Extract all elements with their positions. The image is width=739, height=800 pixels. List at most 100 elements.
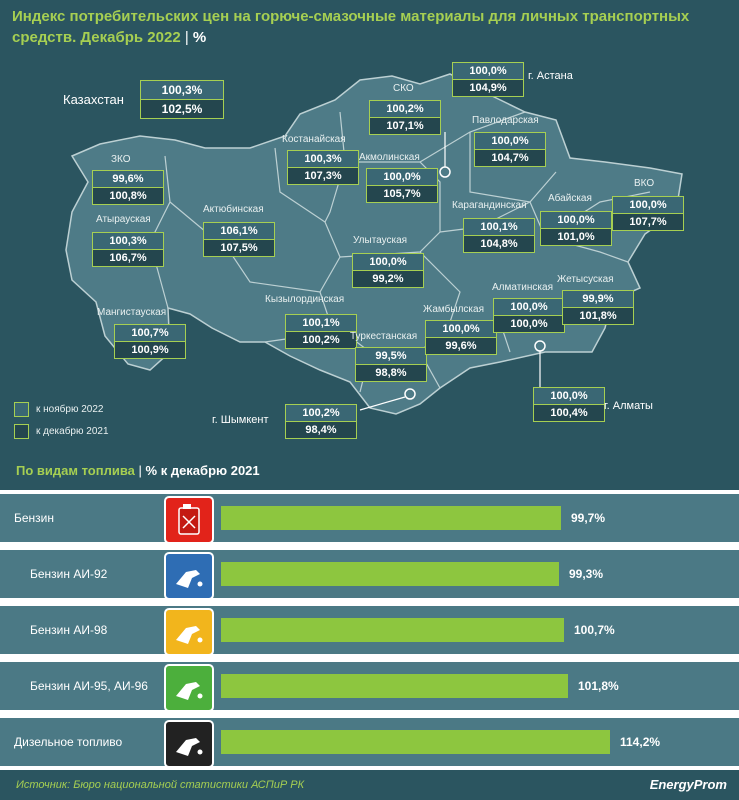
region-nov: 100,0% (426, 321, 496, 338)
region-values-almaty-obl: 100,0% 100,0% (493, 298, 565, 333)
page-title: Индекс потребительских цен на горюче-сма… (12, 6, 722, 48)
region-dec: 98,8% (356, 365, 426, 381)
region-values-zhetysu: 99,9% 101,8% (562, 290, 634, 325)
legend-swatch-nov (14, 402, 29, 417)
region-nov: 100,7% (115, 325, 185, 342)
region-dec: 104,7% (475, 150, 545, 166)
region-values-turkestan: 99,5% 98,8% (355, 347, 427, 382)
fuel-category-label: Дизельное топливо (14, 735, 123, 749)
city-nov: 100,0% (453, 63, 523, 80)
region-nov: 100,0% (541, 212, 611, 229)
region-dec: 101,0% (541, 229, 611, 245)
region-dec: 100,9% (115, 342, 185, 358)
region-label-zhambyl: Жамбылская (423, 304, 484, 315)
fuel-category-label: Бензин АИ-92 (30, 567, 108, 581)
region-values-aktobe: 106,1% 107,5% (203, 222, 275, 257)
region-label-karaganda: Карагандинская (452, 200, 527, 211)
region-dec: 104,8% (464, 236, 534, 252)
region-values-vko: 100,0% 107,7% (612, 196, 684, 231)
footer: Источник: Бюро национальной статистики А… (0, 771, 739, 800)
region-label-kostanay: Костанайская (282, 134, 346, 145)
shymkent-marker (404, 388, 416, 400)
region-dec: 99,2% (353, 271, 423, 287)
fuel-nozzle-icon (164, 720, 214, 768)
region-dec: 101,8% (563, 308, 633, 324)
city-label-astana: г. Астана (528, 70, 573, 82)
fuel-row: Бензин АИ-98 100,7% (0, 606, 739, 656)
region-values-atyrau: 100,3% 106,7% (92, 232, 164, 267)
region-label-zhetysu: Жетысуская (557, 274, 614, 285)
fuel-row: Дизельное топливо 114,2% (0, 718, 739, 768)
section-title: По видам топлива (16, 463, 135, 478)
fuel-canister-icon (164, 496, 214, 544)
region-nov: 100,0% (353, 254, 423, 271)
city-values-shymkent: 100,2% 98,4% (285, 404, 357, 439)
fuel-row: Бензин АИ-92 99,3% (0, 550, 739, 600)
fuel-value-label: 99,7% (571, 511, 606, 525)
source-note: Источник: Бюро национальной статистики А… (16, 779, 305, 791)
region-values-karaganda: 100,1% 104,8% (463, 218, 535, 253)
city-values-astana: 100,0% 104,9% (452, 62, 524, 97)
region-nov: 100,0% (494, 299, 564, 316)
region-nov: 100,3% (288, 151, 358, 168)
region-nov: 99,9% (563, 291, 633, 308)
country-dec: 102,5% (141, 100, 223, 118)
fuel-bar (221, 562, 559, 586)
fuel-row: Бензин 99,7% (0, 494, 739, 544)
fuel-nozzle-icon (164, 608, 214, 656)
title-text: Индекс потребительских цен на горюче-сма… (12, 8, 690, 46)
city-nov: 100,0% (534, 388, 604, 405)
city-dec: 104,9% (453, 80, 523, 96)
fuel-bar-chart: Бензин 99,7% Бензин АИ-92 99,3% Бензин АИ-98… (0, 490, 739, 770)
title-unit: % (192, 29, 207, 46)
fuel-row: Бензин АИ-95, АИ-96 101,8% (0, 662, 739, 712)
city-dec: 98,4% (286, 422, 356, 438)
country-nov: 100,3% (141, 81, 223, 100)
region-values-kyzylorda: 100,1% 100,2% (285, 314, 357, 349)
city-label-shymkent: г. Шымкент (212, 414, 269, 426)
region-dec: 100,0% (494, 316, 564, 332)
fuel-bar (221, 618, 564, 642)
section-subtitle: % к декабрю 2021 (145, 463, 260, 478)
region-nov: 100,3% (93, 233, 163, 250)
region-dec: 100,2% (286, 332, 356, 348)
region-label-turkestan: Туркестанская (350, 331, 418, 342)
region-label-aktobe: Актюбинская (203, 204, 264, 215)
region-nov: 99,6% (93, 171, 163, 188)
country-values: 100,3% 102,5% (140, 80, 224, 119)
region-nov: 100,0% (613, 197, 683, 214)
region-values-ulytau: 100,0% 99,2% (352, 253, 424, 288)
region-values-pavlodar: 100,0% 104,7% (474, 132, 546, 167)
region-label-akmola: Акмолинская (359, 152, 420, 163)
section-separator: | (138, 463, 142, 478)
legend-dec-label: к декабрю 2021 (36, 426, 109, 438)
region-nov: 99,5% (356, 348, 426, 365)
fuel-bar (221, 730, 610, 754)
region-label-pavlodar: Павлодарская (472, 115, 539, 126)
fuel-bar (221, 674, 568, 698)
region-label-zko: ЗКО (111, 154, 131, 165)
fuel-value-label: 100,7% (574, 623, 615, 637)
region-label-atyrau: Атырауская (96, 214, 151, 225)
region-label-abay: Абайская (548, 193, 592, 204)
legend-nov-label: к ноябрю 2022 (36, 404, 104, 416)
kazakhstan-map: Казахстан 100,3% 102,5% ЗКО 99,6% 100,8%… (0, 52, 739, 445)
fuel-value-label: 114,2% (620, 735, 661, 749)
city-label-almaty: г. Алматы (604, 400, 653, 412)
region-values-akmola: 100,0% 105,7% (366, 168, 438, 203)
city-nov: 100,2% (286, 405, 356, 422)
region-label-kyzylorda: Кызылординская (265, 294, 345, 305)
region-dec: 99,6% (426, 338, 496, 354)
fuel-value-label: 99,3% (569, 567, 604, 581)
region-label-almaty-obl: Алматинская (492, 282, 553, 293)
brand-logo: EnergyProm (649, 777, 727, 792)
country-label: Казахстан (63, 92, 124, 107)
fuel-bar (221, 506, 561, 530)
fuel-category-label: Бензин (14, 511, 55, 525)
legend-dec: к декабрю 2021 (14, 424, 109, 439)
fuel-category-label: Бензин АИ-95, АИ-96 (30, 679, 148, 693)
region-nov: 100,1% (464, 219, 534, 236)
legend-nov: к ноябрю 2022 (14, 402, 103, 417)
region-dec: 100,8% (93, 188, 163, 204)
